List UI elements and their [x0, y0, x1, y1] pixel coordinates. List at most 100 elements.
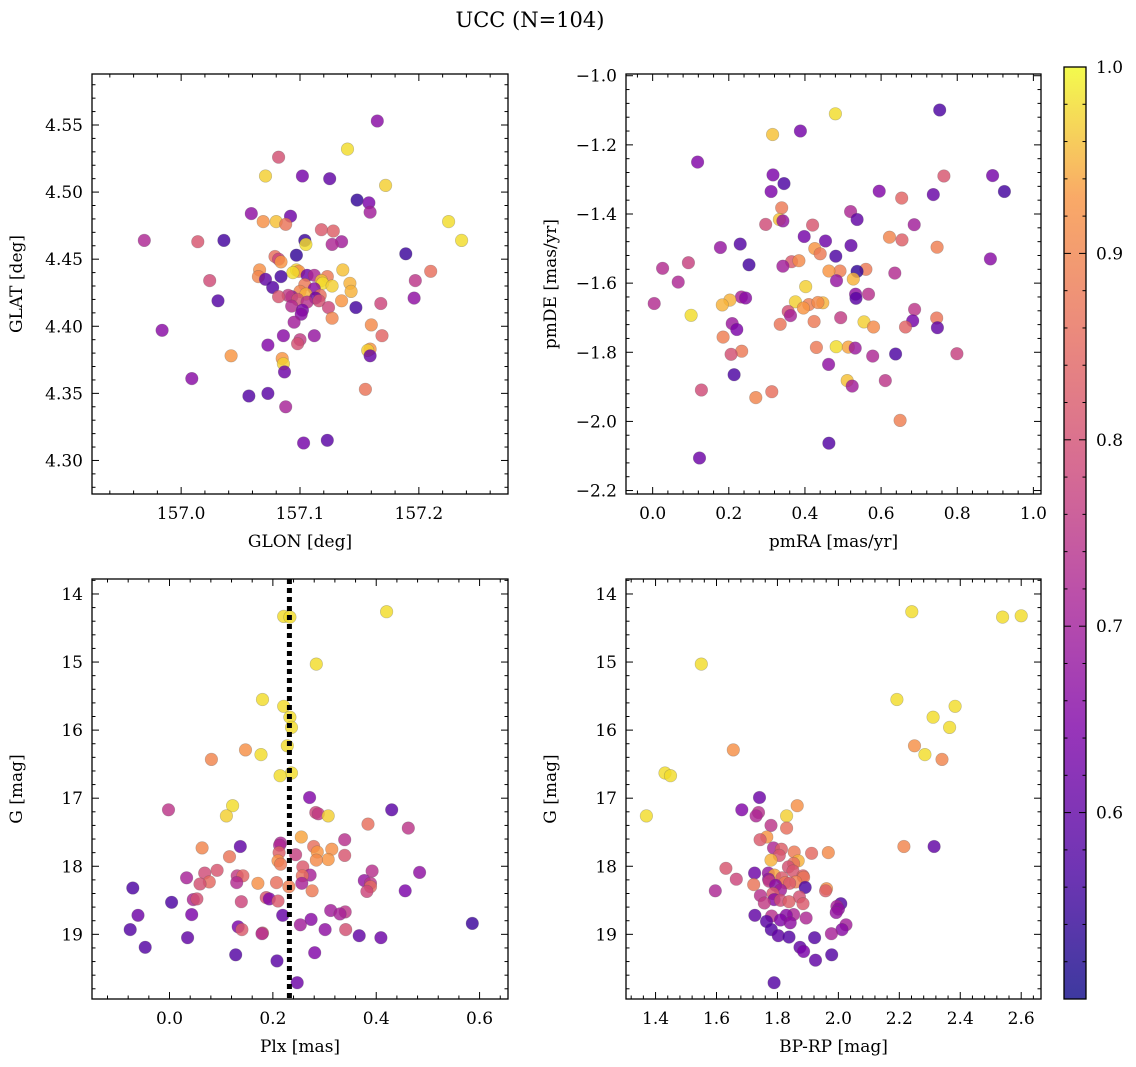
scatter-point — [266, 280, 280, 295]
scatter-point — [727, 368, 741, 382]
axes-frame — [625, 578, 1042, 1000]
scatter-point — [684, 308, 698, 322]
scatter-point — [291, 337, 305, 351]
scatter-point — [360, 884, 374, 899]
x-axis-label: pmRA [mas/yr] — [769, 532, 898, 552]
scatter-point — [747, 877, 761, 892]
scatter-point — [325, 237, 339, 251]
scatter-point — [333, 907, 347, 921]
scatter-point — [294, 830, 308, 844]
scatter-point — [224, 349, 238, 363]
scatter-point — [752, 790, 767, 805]
scatter-point — [286, 266, 300, 280]
scatter-point — [289, 848, 303, 862]
x-axis-label: Plx [mas] — [260, 1037, 340, 1057]
scatter-point — [304, 912, 318, 927]
scatter-point — [244, 207, 258, 221]
scatter-point — [907, 302, 922, 317]
y-tick-label: 19 — [61, 925, 83, 945]
scatter-point — [272, 150, 286, 164]
scatter-point — [297, 436, 311, 450]
scatter-point — [850, 212, 864, 227]
scatter-point — [204, 752, 218, 767]
scatter-point — [308, 946, 322, 960]
scatter-point — [985, 169, 1000, 183]
scatter-point — [937, 169, 951, 183]
scatter-point — [918, 747, 932, 762]
x-axis-label: BP-RP [mag] — [779, 1037, 888, 1057]
scatter-point — [424, 264, 438, 278]
scatter-point — [749, 391, 763, 405]
scatter-point — [767, 976, 781, 990]
scatter-point — [735, 803, 749, 817]
scatter-point — [210, 863, 224, 877]
y-tick-label: 15 — [595, 653, 617, 673]
scatter-point — [254, 747, 268, 762]
scatter-point — [783, 309, 798, 323]
x-tick-label: 157.1 — [276, 504, 325, 524]
scatter-point — [733, 237, 747, 251]
scatter-point — [825, 948, 839, 962]
y-axis-label: G [mag] — [541, 754, 561, 823]
x-tick-label: 0.6 — [466, 1009, 493, 1029]
scatter-point — [352, 929, 366, 943]
scatter-point — [779, 809, 794, 823]
scatter-point — [927, 839, 941, 854]
x-tick-label: 0.2 — [715, 504, 742, 524]
scatter-point — [930, 321, 945, 335]
x-tick-label: 0.6 — [868, 504, 895, 524]
y-tick-label: 4.35 — [45, 384, 83, 404]
scatter-point — [799, 280, 813, 294]
y-tick-label: 4.45 — [45, 250, 83, 270]
scatter-point — [399, 247, 413, 261]
scatter-point — [219, 809, 233, 823]
scatter-point — [385, 803, 399, 817]
scatter-point — [749, 809, 763, 823]
y-tick-label: 18 — [595, 857, 617, 877]
scatter-point — [271, 894, 285, 908]
scatter-point — [796, 944, 811, 959]
x-tick-label: 0.4 — [363, 1009, 390, 1029]
y-tick-label: 14 — [595, 585, 617, 605]
scatter-point — [818, 884, 833, 898]
y-tick-label: 4.50 — [45, 183, 83, 203]
scatter-point — [757, 896, 771, 910]
scatter-point — [126, 881, 140, 895]
y-tick-label: 15 — [61, 653, 83, 673]
scatter-point — [289, 248, 304, 262]
scatter-point — [131, 908, 145, 922]
scatter-point — [270, 954, 284, 968]
y-tick-label: 4.40 — [45, 317, 83, 337]
x-tick-label: 0.2 — [259, 1009, 286, 1029]
scatter-point — [792, 254, 806, 268]
y-tick-label: 14 — [61, 585, 83, 605]
plot-area — [92, 579, 508, 999]
scatter-point — [358, 382, 373, 396]
scatter-point — [829, 905, 843, 920]
scatter-point — [834, 311, 848, 325]
y-tick-label: −2.0 — [576, 412, 617, 432]
scatter-point — [764, 184, 778, 199]
colorbar-gradient — [1064, 67, 1086, 999]
scatter-point — [708, 884, 722, 898]
scatter-point — [907, 739, 922, 753]
scatter-point — [895, 191, 909, 205]
scatter-point — [335, 294, 349, 308]
scatter-point — [344, 284, 358, 299]
scatter-point — [413, 865, 427, 880]
scatter-point — [185, 907, 199, 922]
scatter-point — [809, 340, 824, 355]
scatter-point — [258, 272, 273, 286]
scatter-point — [336, 263, 350, 277]
scatter-point — [276, 329, 291, 343]
scatter-point — [303, 790, 317, 805]
scatter-point — [314, 223, 329, 237]
x-tick-label: 157.0 — [157, 504, 206, 524]
scatter-point — [261, 338, 275, 352]
scatter-point — [318, 922, 332, 937]
scatter-point — [766, 168, 780, 182]
y-tick-label: 4.30 — [45, 451, 83, 471]
x-tick-label: 0.0 — [639, 504, 666, 524]
colorbar-ticks: 0.6 0.7 0.8 0.9 1.0 — [1064, 58, 1123, 1000]
